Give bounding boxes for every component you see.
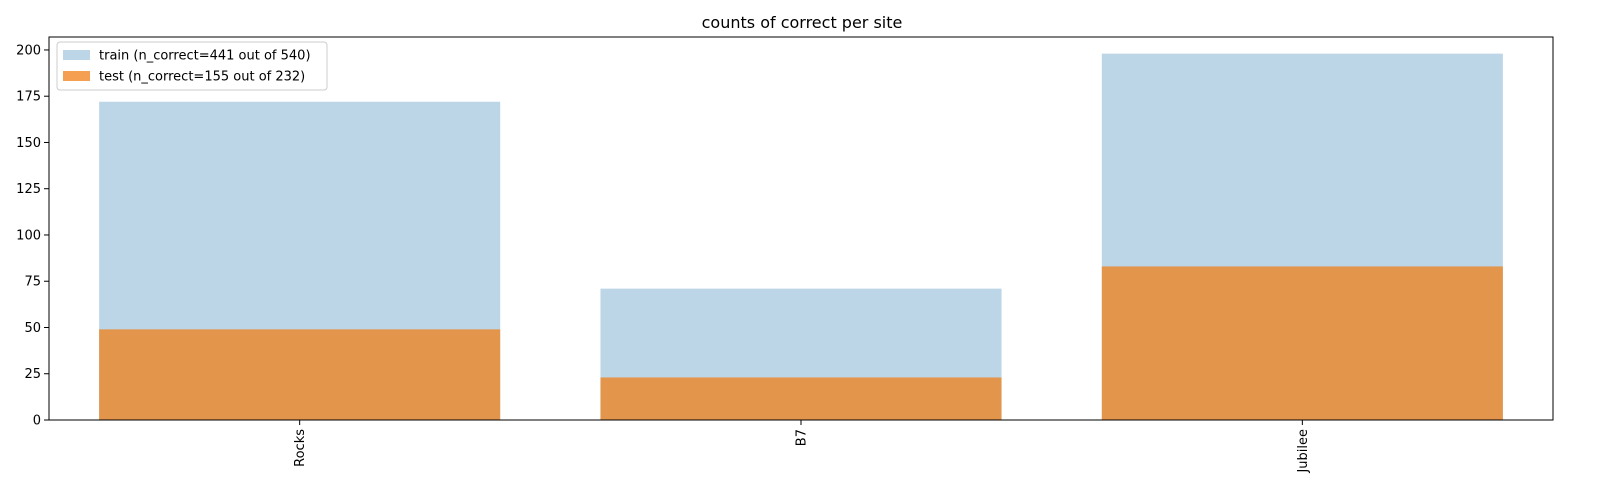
y-tick-label: 150 [16, 136, 41, 151]
bar-test-rocks [99, 329, 501, 420]
legend: train (n_correct=441 out of 540) test (n_… [56, 41, 328, 91]
x-tick-label: Jubilee [1296, 429, 1311, 474]
y-axis: 0 25 50 75 100 125 150 175 200 [16, 43, 49, 429]
legend-swatch [63, 50, 90, 60]
y-tick-label: 50 [24, 321, 41, 336]
y-tick-label: 200 [16, 43, 41, 58]
x-tick-label: Rocks [293, 429, 308, 467]
y-tick-label: 125 [16, 182, 41, 197]
x-axis: Rocks B7 Jubilee [293, 420, 1311, 474]
x-tick-label: B7 [795, 429, 810, 446]
legend-swatch [63, 71, 90, 81]
legend-box [56, 41, 328, 91]
y-tick-label: 100 [16, 228, 41, 243]
bar-test-jubilee [1101, 266, 1503, 420]
y-tick-label: 0 [33, 414, 41, 429]
legend-label: train (n_correct=441 out of 540) [99, 49, 311, 64]
y-tick-label: 75 [24, 275, 41, 290]
y-tick-label: 175 [16, 90, 41, 105]
y-tick-label: 25 [24, 367, 41, 382]
bars-layer [99, 53, 1503, 421]
plot-frame [48, 36, 1554, 421]
bar-test-b7 [600, 377, 1002, 420]
legend-label: test (n_correct=155 out of 232) [99, 70, 305, 85]
chart-title: counts of correct per site [702, 13, 903, 32]
